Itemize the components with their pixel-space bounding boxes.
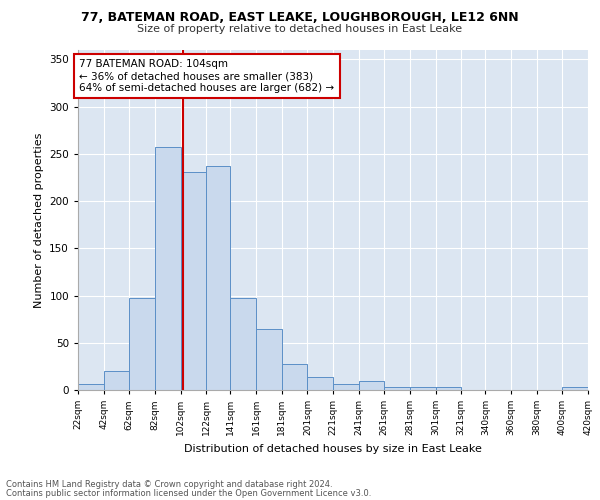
Text: Size of property relative to detached houses in East Leake: Size of property relative to detached ho… (137, 24, 463, 34)
Text: Contains HM Land Registry data © Crown copyright and database right 2024.: Contains HM Land Registry data © Crown c… (6, 480, 332, 489)
Bar (104, 371, 129, 390)
Bar (436, 387, 461, 390)
Bar (410, 387, 436, 390)
Text: Contains public sector information licensed under the Open Government Licence v3: Contains public sector information licen… (6, 488, 371, 498)
Bar (230, 298, 256, 390)
Bar (359, 380, 384, 390)
Bar (78, 384, 104, 390)
Y-axis label: Number of detached properties: Number of detached properties (34, 132, 44, 308)
Bar (155, 148, 181, 390)
Bar (384, 387, 410, 390)
Bar (256, 328, 282, 390)
Bar (282, 364, 307, 390)
Bar (333, 384, 359, 390)
Bar (562, 387, 588, 390)
Bar (181, 172, 206, 390)
Text: 77, BATEMAN ROAD, EAST LEAKE, LOUGHBOROUGH, LE12 6NN: 77, BATEMAN ROAD, EAST LEAKE, LOUGHBOROU… (81, 11, 519, 24)
Text: 77 BATEMAN ROAD: 104sqm
← 36% of detached houses are smaller (383)
64% of semi-d: 77 BATEMAN ROAD: 104sqm ← 36% of detache… (79, 60, 334, 92)
X-axis label: Distribution of detached houses by size in East Leake: Distribution of detached houses by size … (184, 444, 482, 454)
Bar (206, 166, 230, 390)
Bar (129, 298, 155, 390)
Bar (307, 377, 333, 390)
